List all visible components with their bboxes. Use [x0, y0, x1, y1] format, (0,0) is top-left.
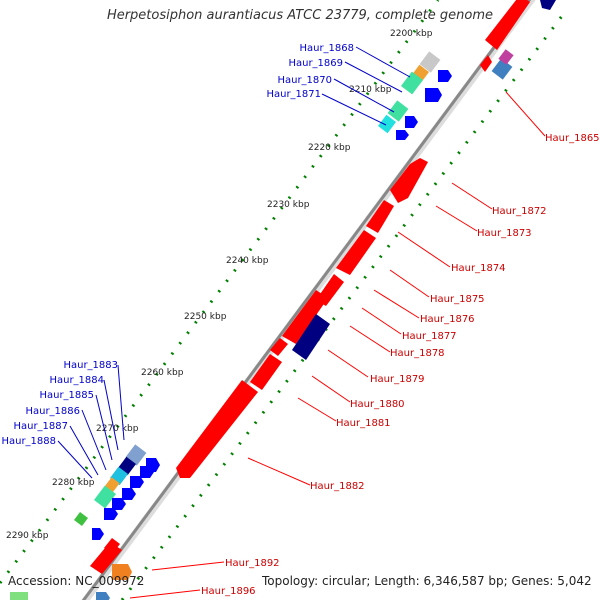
forward-gene-arrow — [485, 0, 530, 50]
genome-backbone — [81, 0, 532, 600]
gene-label: Haur_1885 — [39, 390, 94, 401]
dark-gene-block — [292, 314, 330, 360]
gene-label: Haur_1871 — [266, 89, 321, 100]
gene-box — [400, 71, 424, 95]
gene-label: Haur_1872 — [492, 206, 547, 217]
gene-label: Haur_1884 — [49, 375, 104, 386]
genome-backbone-shadow — [81, 0, 536, 600]
kbp-tick-label: 2280 kbp — [52, 478, 95, 488]
forward-strand-genes — [90, 0, 530, 574]
kbp-tick-label: 2210 kbp — [349, 85, 392, 95]
forward-gene-arrow — [480, 55, 492, 72]
gene-box — [10, 592, 28, 600]
kbp-tick-label: 2250 kbp — [184, 312, 227, 322]
forward-gene-arrow — [90, 542, 122, 574]
gene-label: Haur_1877 — [402, 331, 457, 342]
gene-label: Haur_1881 — [336, 418, 391, 429]
lower-left-gene-cluster — [10, 444, 160, 600]
reverse-gene-arrow — [405, 116, 418, 128]
forward-gene-arrow — [336, 230, 376, 275]
gene-label: Haur_1896 — [201, 586, 256, 597]
gene-label: Haur_1883 — [63, 360, 118, 371]
forward-gene-arrow — [250, 354, 282, 390]
reverse-gene-arrow — [140, 466, 154, 478]
inner-dotted-ring — [120, 15, 564, 600]
gene-label: Haur_1873 — [477, 228, 532, 239]
reverse-gene-arrow — [112, 498, 126, 510]
gene-label: Haur_1875 — [430, 294, 485, 305]
gene-label: Haur_1886 — [25, 406, 80, 417]
upper-left-gene-cluster — [377, 51, 452, 140]
kbp-tick-labels: 2200 kbp 2210 kbp 2220 kbp 2230 kbp 2240… — [6, 29, 433, 541]
gene-box — [491, 58, 513, 80]
gene-label: Haur_1888 — [1, 436, 56, 447]
reverse-gene-arrow — [104, 508, 118, 520]
gene-box — [419, 51, 441, 73]
gene-label: Haur_1887 — [13, 421, 68, 432]
dark-gene-block — [540, 0, 556, 10]
gene-label: Haur_1882 — [310, 481, 365, 492]
forward-gene-arrow — [112, 564, 132, 580]
kbp-tick-label: 2220 kbp — [308, 143, 351, 153]
gene-label: Haur_1879 — [370, 374, 425, 385]
forward-gene-arrow — [282, 290, 328, 344]
right-gene-labels: Haur_1865 Haur_1872 Haur_1873 Haur_1874 … — [201, 133, 600, 597]
reverse-gene-arrow — [130, 476, 144, 488]
gene-label: Haur_1874 — [451, 263, 506, 274]
right-leader-lines — [129, 91, 546, 599]
gene-label: Haur_1876 — [420, 314, 475, 325]
forward-gene-arrow — [270, 338, 288, 356]
left-leader-lines — [57, 46, 411, 479]
forward-gene-arrow — [176, 380, 258, 478]
accession-text: Accession: NC_009972 — [8, 574, 145, 588]
gene-label: Haur_1880 — [350, 399, 405, 410]
gene-label: Haur_1870 — [277, 75, 332, 86]
reverse-gene-arrow — [122, 488, 136, 500]
forward-gene-arrow — [390, 158, 428, 203]
kbp-tick-label: 2200 kbp — [390, 29, 433, 39]
gene-box — [498, 49, 514, 65]
gene-label: Haur_1869 — [288, 58, 343, 69]
reverse-gene-arrow — [92, 528, 104, 540]
gene-box — [73, 511, 89, 527]
gene-box — [377, 114, 397, 134]
reverse-gene-arrow — [438, 70, 452, 82]
left-gene-labels-top: Haur_1868 Haur_1869 Haur_1870 Haur_1871 — [266, 43, 354, 100]
kbp-tick-label: 2260 kbp — [141, 368, 184, 378]
gene-label: Haur_1868 — [299, 43, 354, 54]
reverse-gene-arrow — [425, 88, 442, 102]
gene-label: Haur_1865 — [545, 133, 600, 144]
kbp-tick-label: 2270 kbp — [96, 424, 139, 434]
topology-text: Topology: circular; Length: 6,346,587 bp… — [262, 574, 592, 588]
map-title: Herpetosiphon aurantiacus ATCC 23779, co… — [106, 8, 494, 23]
gene-box — [387, 100, 409, 122]
outer-dotted-ring — [0, 0, 440, 584]
kbp-tick-label: 2290 kbp — [6, 531, 49, 541]
left-gene-labels-bottom: Haur_1883 Haur_1884 Haur_1885 Haur_1886 … — [1, 360, 118, 447]
reverse-gene-arrow — [396, 130, 409, 140]
gene-box — [93, 485, 117, 509]
gene-label: Haur_1892 — [225, 558, 280, 569]
gene-label: Haur_1878 — [390, 348, 445, 359]
kbp-tick-label: 2240 kbp — [226, 256, 269, 266]
forward-gene-arrow — [366, 200, 394, 233]
kbp-tick-label: 2230 kbp — [267, 200, 310, 210]
reverse-gene-arrow — [96, 592, 110, 600]
